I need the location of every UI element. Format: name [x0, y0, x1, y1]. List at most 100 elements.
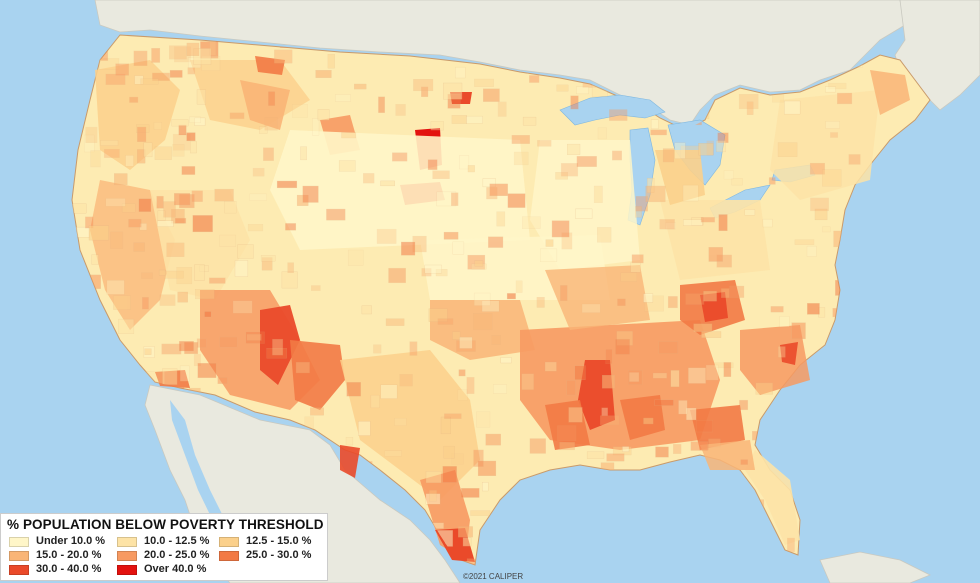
- county-cell: [435, 269, 448, 277]
- county-cell: [605, 349, 613, 364]
- county-cell: [561, 232, 573, 250]
- county-cell: [723, 362, 732, 377]
- county-cell: [437, 318, 454, 325]
- county-cell: [778, 346, 786, 358]
- county-cell: [152, 72, 170, 81]
- county-cell: [576, 156, 597, 167]
- county-cell: [451, 192, 459, 206]
- county-cell: [141, 272, 153, 279]
- county-cell: [472, 313, 493, 331]
- county-cell: [570, 95, 579, 110]
- county-cell: [249, 193, 267, 201]
- county-cell: [568, 407, 583, 423]
- county-cell: [602, 375, 615, 389]
- county-cell: [174, 193, 191, 206]
- legend-label: Under 10.0 %: [36, 535, 106, 547]
- county-cell: [609, 109, 628, 121]
- county-cell: [559, 442, 575, 451]
- county-cell: [443, 445, 455, 459]
- county-cell: [683, 219, 703, 226]
- county-cell: [612, 150, 622, 161]
- county-cell: [159, 294, 176, 306]
- county-cell: [260, 255, 276, 262]
- county-cell: [529, 438, 546, 454]
- county-cell: [700, 217, 715, 223]
- county-cell: [718, 214, 728, 231]
- county-cell: [622, 446, 630, 452]
- county-cell: [158, 269, 166, 276]
- county-cell: [137, 126, 147, 142]
- county-cell: [522, 116, 537, 126]
- legend-title: % POPULATION BELOW POVERTY THRESHOLD: [7, 517, 324, 532]
- county-cell: [300, 146, 307, 161]
- county-cell: [739, 399, 749, 411]
- county-cell: [133, 50, 148, 67]
- county-cell: [196, 338, 207, 348]
- county-cell: [474, 260, 484, 267]
- county-cell: [237, 244, 254, 259]
- county-cell: [424, 264, 442, 274]
- county-cell: [118, 318, 135, 334]
- county-cell: [99, 58, 120, 70]
- county-cell: [597, 127, 607, 140]
- county-cell: [436, 191, 457, 207]
- county-cell: [685, 293, 705, 305]
- county-cell: [576, 86, 589, 95]
- county-cell: [482, 482, 489, 492]
- county-cell: [378, 96, 385, 113]
- county-cell: [190, 141, 197, 154]
- county-cell: [674, 142, 686, 159]
- county-cell: [315, 70, 332, 78]
- county-cell: [204, 311, 212, 318]
- county-cell: [456, 340, 476, 352]
- county-cell: [162, 368, 178, 385]
- county-cell: [361, 305, 372, 315]
- map-legend: % POPULATION BELOW POVERTY THRESHOLD Und…: [0, 513, 328, 581]
- county-cell: [476, 411, 491, 428]
- county-cell: [635, 206, 642, 218]
- county-cell: [209, 41, 217, 56]
- county-cell: [151, 48, 161, 63]
- county-cell: [179, 341, 194, 352]
- county-cell: [295, 361, 310, 374]
- county-cell: [477, 460, 497, 476]
- county-cell: [425, 493, 441, 505]
- county-cell: [105, 73, 126, 85]
- county-cell: [560, 285, 568, 301]
- county-cell: [717, 132, 729, 143]
- county-cell: [612, 446, 632, 456]
- county-cell: [380, 180, 395, 187]
- county-cell: [560, 163, 579, 177]
- county-cell: [143, 142, 153, 158]
- county-cell: [670, 370, 680, 388]
- county-cell: [347, 249, 364, 266]
- county-cell: [121, 203, 136, 213]
- county-cell: [177, 291, 188, 303]
- county-cell: [667, 296, 678, 309]
- county-cell: [740, 459, 749, 465]
- county-cell: [311, 285, 321, 291]
- county-cell: [192, 215, 213, 233]
- legend-swatch: [117, 551, 137, 561]
- county-cell: [266, 348, 287, 359]
- county-cell: [701, 331, 722, 338]
- county-cell: [655, 446, 669, 458]
- county-cell: [263, 147, 274, 161]
- county-cell: [128, 218, 142, 228]
- county-cell: [229, 112, 245, 120]
- county-cell: [451, 453, 464, 465]
- county-cell: [481, 300, 500, 312]
- county-cell: [586, 451, 605, 459]
- county-cell: [650, 119, 659, 129]
- county-cell: [217, 377, 228, 384]
- county-cell: [296, 194, 309, 206]
- county-cell: [688, 367, 706, 384]
- county-cell: [312, 118, 320, 136]
- county-cell: [673, 444, 682, 454]
- county-cell: [163, 201, 176, 218]
- gulf-of-california: [170, 400, 225, 525]
- county-cell: [440, 416, 451, 435]
- county-cell: [566, 380, 576, 396]
- county-cell: [770, 306, 784, 313]
